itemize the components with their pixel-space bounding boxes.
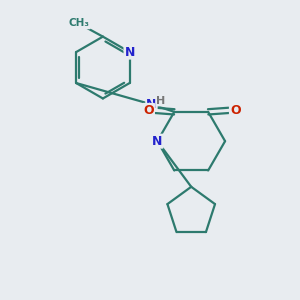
Text: N: N — [152, 135, 163, 148]
Text: CH₃: CH₃ — [69, 18, 90, 28]
Text: H: H — [156, 96, 166, 106]
Text: N: N — [146, 98, 157, 111]
Text: O: O — [143, 104, 154, 117]
Text: N: N — [124, 46, 135, 59]
Text: O: O — [230, 104, 241, 117]
